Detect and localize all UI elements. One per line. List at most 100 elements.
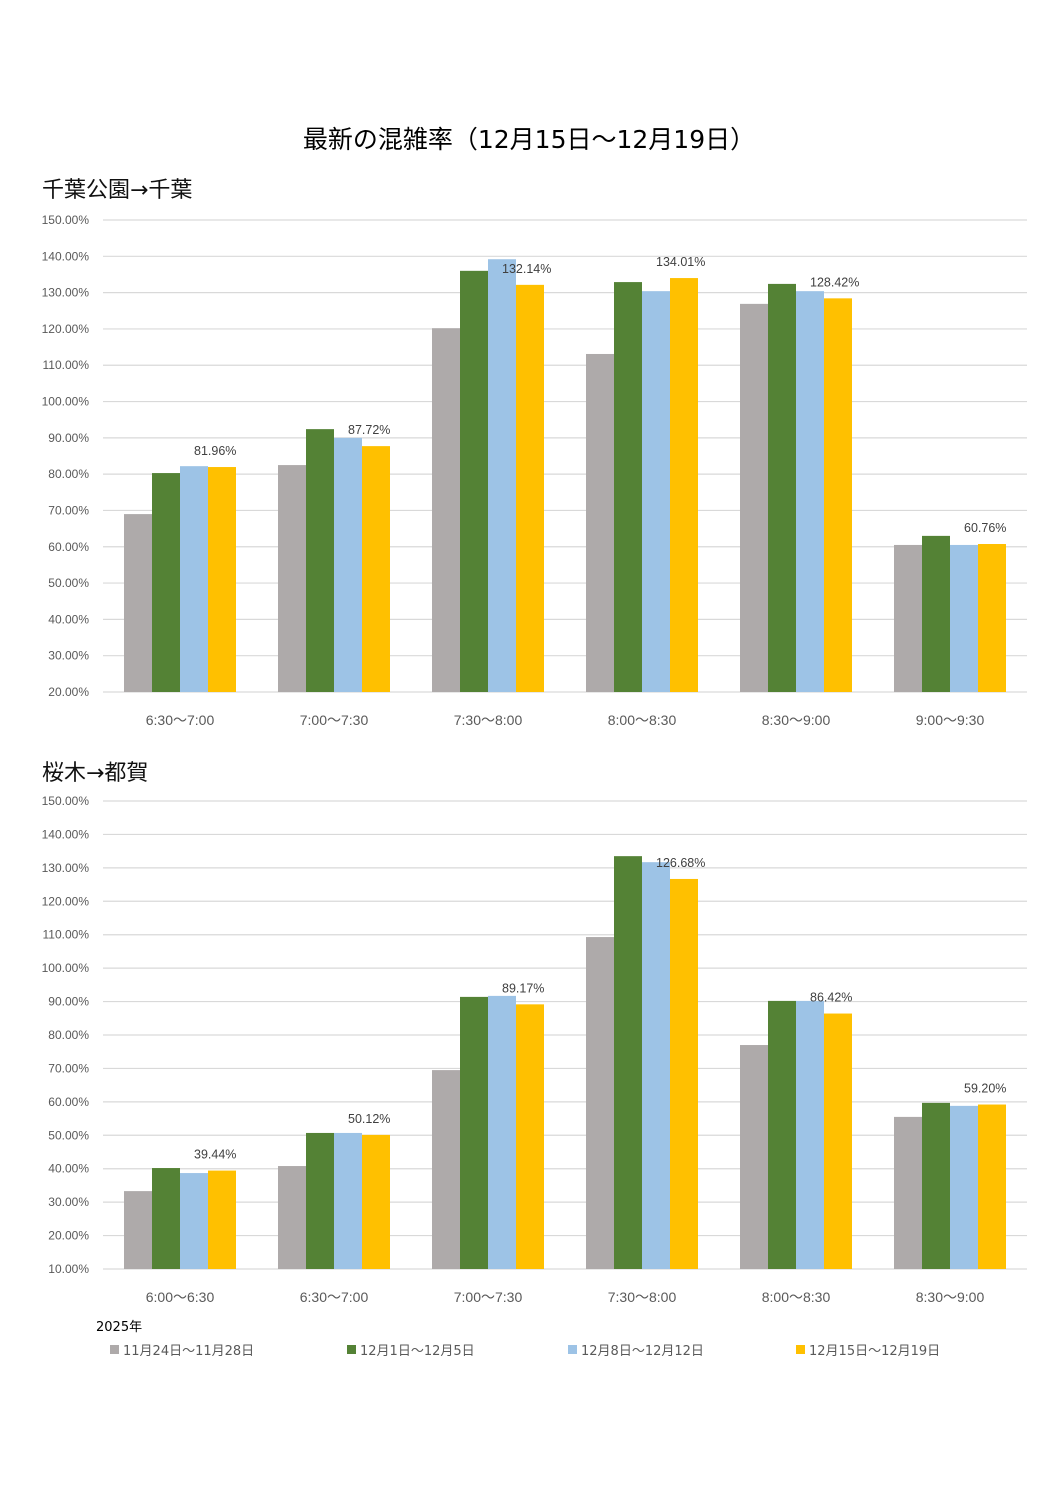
- bar: [586, 937, 614, 1269]
- y-tick-label: 100.00%: [42, 395, 90, 409]
- bar: [180, 466, 208, 692]
- y-tick-label: 120.00%: [42, 894, 90, 908]
- x-category-label: 7:00～7:30: [454, 1289, 523, 1305]
- x-category-label: 9:00～9:30: [916, 712, 985, 728]
- legend-swatch-icon: [110, 1345, 119, 1354]
- data-label: 59.20%: [964, 1082, 1006, 1096]
- x-category-label: 7:00～7:30: [300, 712, 369, 728]
- bar: [796, 291, 824, 692]
- x-category-label: 6:00～6:30: [146, 1289, 215, 1305]
- y-tick-label: 80.00%: [48, 1028, 89, 1042]
- y-tick-label: 150.00%: [42, 213, 90, 227]
- bar: [124, 1191, 152, 1269]
- bar: [460, 996, 488, 1269]
- legend-year-label: 2025年: [96, 1320, 143, 1335]
- y-tick-label: 120.00%: [42, 322, 90, 336]
- y-tick-label: 110.00%: [43, 358, 90, 372]
- bar: [670, 278, 698, 692]
- y-tick-label: 40.00%: [48, 1162, 89, 1176]
- legend-item: 12月15日～12月19日: [796, 1340, 940, 1359]
- y-tick-label: 50.00%: [48, 576, 89, 590]
- bar: [894, 544, 922, 692]
- y-tick-label: 130.00%: [42, 861, 90, 875]
- bar: [152, 473, 180, 692]
- bar: [642, 291, 670, 692]
- bar: [614, 856, 642, 1269]
- bar: [978, 544, 1006, 692]
- chart-sakuragi-tsuga: 10.00% 20.00% 30.00% 40.00% 50.00% 60.00% 70.0…: [42, 794, 1027, 1305]
- bar: [278, 1166, 306, 1269]
- y-tick-label: 140.00%: [42, 827, 90, 841]
- bar: [362, 446, 390, 692]
- y-tick-label: 20.00%: [48, 1229, 89, 1243]
- x-category-label: 6:30～7:00: [300, 1289, 369, 1305]
- y-tick-label: 20.00%: [48, 685, 89, 699]
- bar: [978, 1104, 1006, 1269]
- y-tick-label: 90.00%: [48, 995, 89, 1009]
- bar: [124, 514, 152, 692]
- y-tick-label: 30.00%: [48, 1195, 89, 1209]
- legend-swatch-icon: [568, 1345, 577, 1354]
- legend-item: 12月8日～12月12日: [568, 1340, 704, 1359]
- bar: [334, 437, 362, 692]
- legend-swatch-icon: [796, 1345, 805, 1354]
- data-label: 132.14%: [502, 262, 551, 276]
- bar: [516, 284, 544, 692]
- x-category-label: 6:30～7:00: [146, 712, 215, 728]
- bar: [180, 1173, 208, 1269]
- bar: [152, 1168, 180, 1269]
- legend-label: 12月1日～12月5日: [360, 1344, 475, 1359]
- y-tick-label: 10.00%: [48, 1262, 89, 1276]
- x-category-label: 7:30～8:00: [454, 712, 523, 728]
- bar: [306, 429, 334, 692]
- y-tick-label: 70.00%: [48, 503, 89, 517]
- y-tick-label: 90.00%: [48, 431, 89, 445]
- y-tick-label: 110.00%: [43, 928, 90, 942]
- data-label: 134.01%: [656, 255, 705, 269]
- data-label: 126.68%: [656, 856, 705, 870]
- y-tick-label: 150.00%: [42, 794, 90, 808]
- y-tick-label: 40.00%: [48, 612, 89, 626]
- bar: [740, 303, 768, 692]
- bar: [922, 1102, 950, 1269]
- bar: [208, 1170, 236, 1269]
- y-tick-label: 60.00%: [48, 1095, 89, 1109]
- x-category-label: 7:30～8:00: [608, 1289, 677, 1305]
- data-label: 60.76%: [964, 521, 1006, 535]
- bar: [208, 467, 236, 692]
- legend-swatch-icon: [347, 1345, 356, 1354]
- data-label: 86.42%: [810, 991, 852, 1005]
- y-tick-label: 30.00%: [48, 649, 89, 663]
- bar: [894, 1116, 922, 1269]
- x-category-label: 8:30～9:00: [916, 1289, 985, 1305]
- data-label: 81.96%: [194, 444, 236, 458]
- bar: [362, 1134, 390, 1269]
- bar: [824, 1013, 852, 1269]
- y-tick-label: 80.00%: [48, 467, 89, 481]
- bar: [516, 1004, 544, 1269]
- bar: [768, 1000, 796, 1269]
- chart-title-chiba-koen-chiba: 千葉公園→千葉: [42, 178, 193, 203]
- bar: [922, 535, 950, 692]
- y-tick-label: 100.00%: [42, 961, 90, 975]
- bar: [278, 465, 306, 692]
- y-tick-label: 140.00%: [42, 249, 90, 263]
- bar: [334, 1132, 362, 1269]
- bar: [950, 1105, 978, 1269]
- bar: [432, 328, 460, 692]
- y-tick-label: 70.00%: [48, 1061, 89, 1075]
- y-tick-label: 50.00%: [48, 1128, 89, 1142]
- legend: 11月24日～11月28日 12月1日～12月5日 12月8日～12月12日 1…: [0, 1340, 1058, 1360]
- x-category-label: 8:30～9:00: [762, 712, 831, 728]
- y-tick-label: 60.00%: [48, 540, 89, 554]
- bar: [740, 1045, 768, 1269]
- data-label: 128.42%: [810, 275, 859, 289]
- bar: [614, 282, 642, 692]
- bar: [586, 353, 614, 692]
- bar: [796, 1000, 824, 1269]
- bar: [824, 298, 852, 692]
- data-label: 87.72%: [348, 423, 390, 437]
- legend-label: 11月24日～11月28日: [123, 1344, 255, 1359]
- chart-chiba-koen-chiba: 20.00% 30.00% 40.00% 50.00% 60.00% 70.00% 80.0…: [42, 213, 1027, 728]
- data-label: 89.17%: [502, 981, 544, 995]
